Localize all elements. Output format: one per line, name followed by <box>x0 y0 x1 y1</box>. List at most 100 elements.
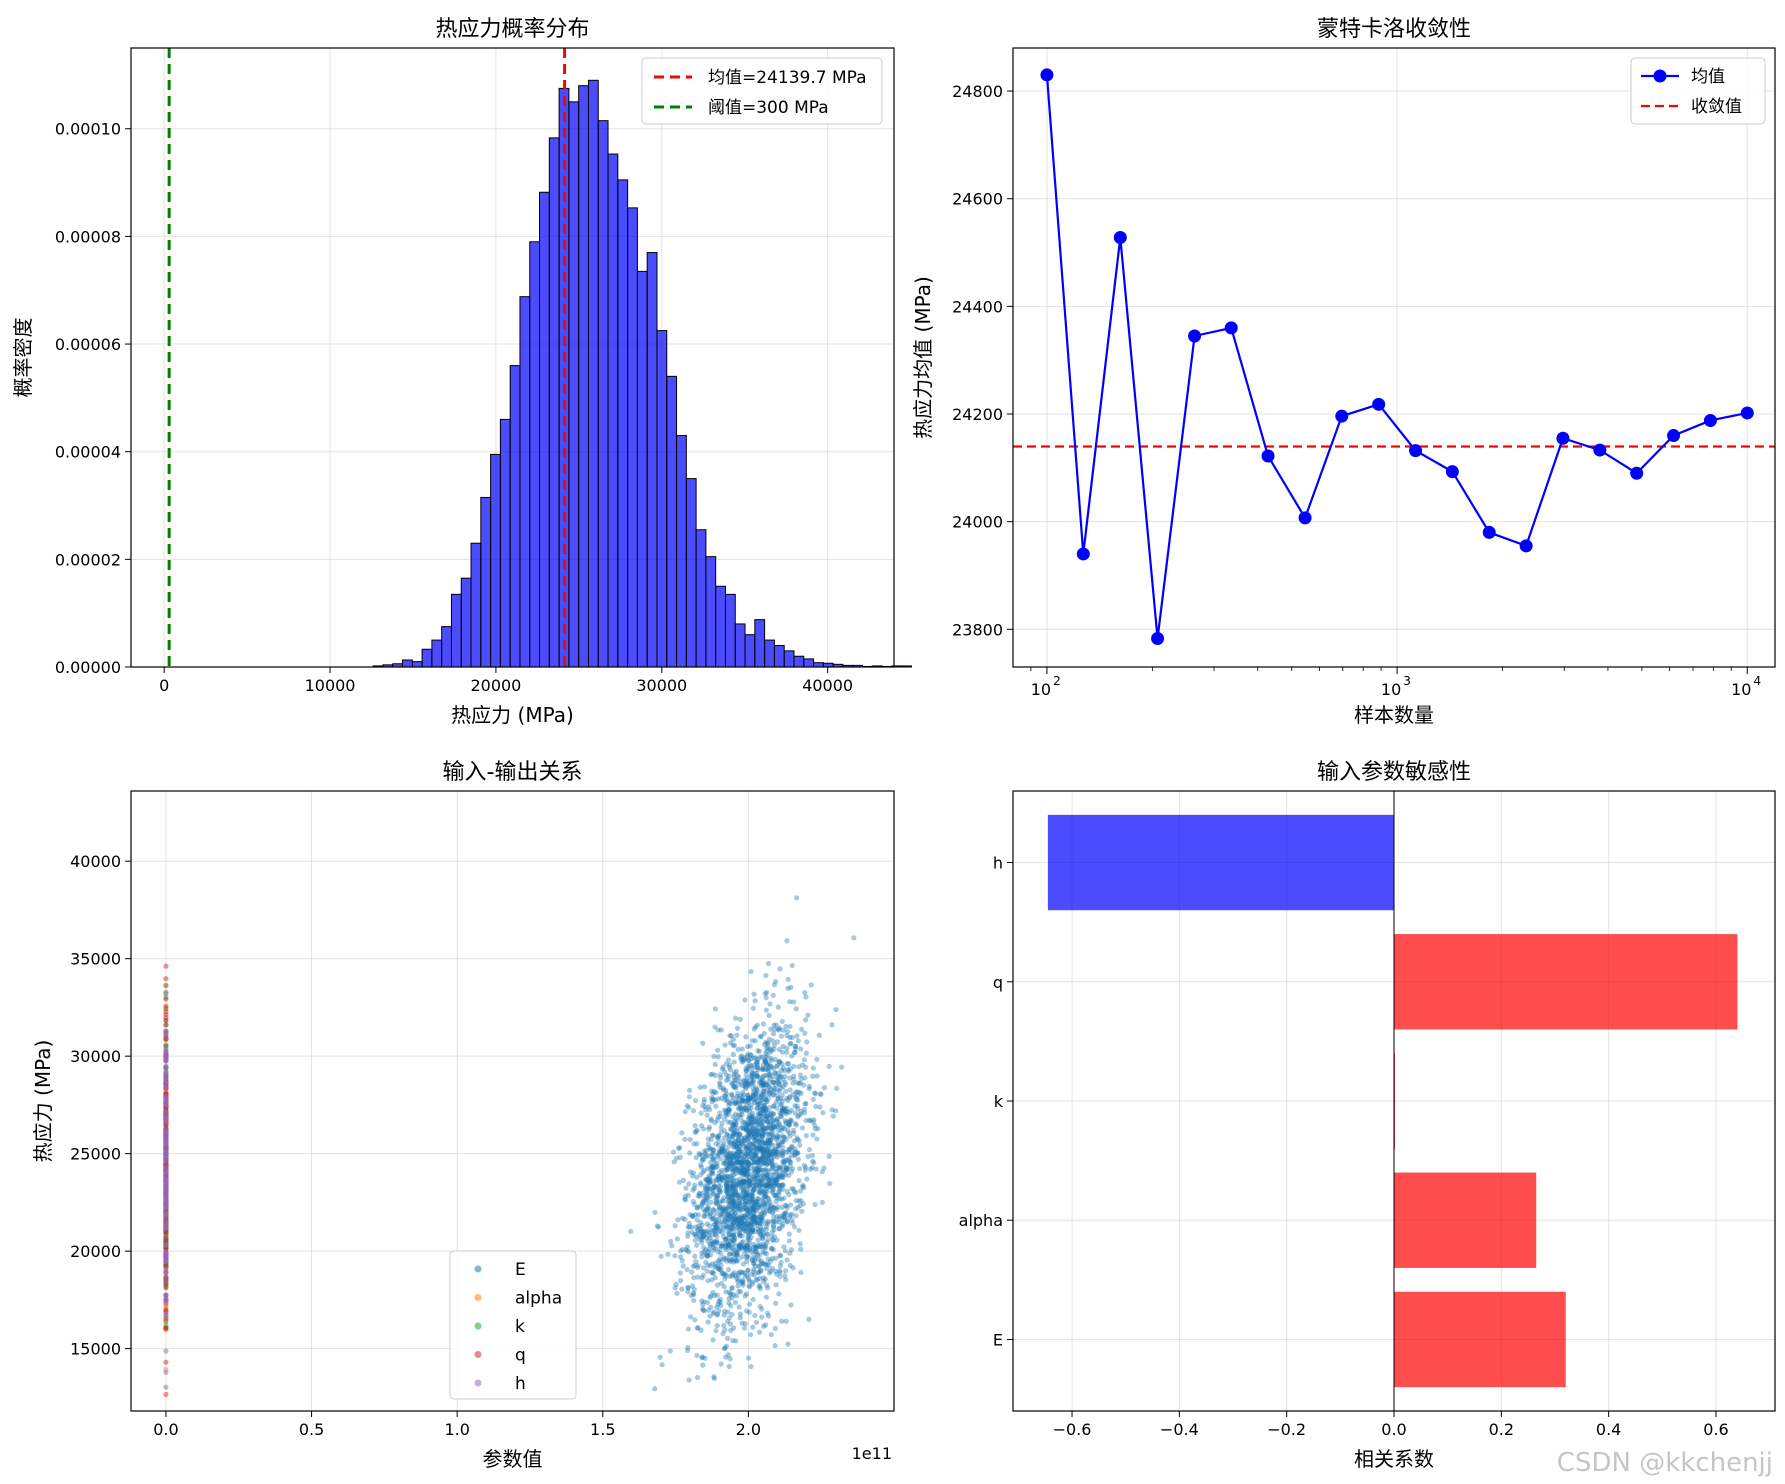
scatter-point-E-605 <box>788 1040 794 1047</box>
scatter-point-E-893 <box>793 895 800 901</box>
scatter-point-E-628 <box>699 1158 706 1164</box>
scatter-point-E-2427 <box>704 1207 710 1213</box>
scatter-point-E-99 <box>753 1167 760 1173</box>
scatter-point-E-1228 <box>747 1108 753 1114</box>
scatter-point-E-1323 <box>745 1218 751 1224</box>
scatter-point-E-1315 <box>725 1163 731 1170</box>
scatter-point-E-157 <box>771 1192 778 1199</box>
scatter-point-E-652 <box>777 1273 783 1280</box>
scatter-point-E-266 <box>764 1118 771 1125</box>
scatter-point-E-722 <box>728 1245 735 1251</box>
scatter-point-E-198 <box>726 1211 732 1217</box>
scatter-point-E-714 <box>777 1110 783 1116</box>
scatter-point-E-89 <box>786 1109 793 1115</box>
scatter-point-E-1077 <box>744 1080 750 1086</box>
scatter-point-E-696 <box>716 1148 723 1154</box>
hist-bar-7 <box>441 626 452 668</box>
scatter-point-E-358 <box>770 1148 776 1154</box>
scatter-point-E-218 <box>704 1176 711 1182</box>
scatter-point-E-997 <box>780 1148 787 1155</box>
scatter-point-E-1300 <box>789 1143 795 1149</box>
scatter-point-E-1261 <box>755 1125 761 1131</box>
scatter-point-E-325 <box>775 1151 781 1158</box>
scatter-point-E-847 <box>725 1163 731 1169</box>
scatter-point-E-555 <box>707 1146 713 1152</box>
scatter-point-E-392 <box>760 1067 766 1073</box>
scatter-point-E-2595 <box>715 1192 721 1199</box>
scatter-point-E-809 <box>733 1242 739 1249</box>
scatter-point-E-328 <box>762 1058 768 1064</box>
scatter-point-E-2022 <box>776 1216 782 1222</box>
scatter-point-E-165 <box>705 1136 711 1142</box>
conv-xtick-exp-1: 3 <box>1403 674 1411 688</box>
scatter-point-E-1042 <box>739 1239 745 1246</box>
scatter-point-E-24 <box>754 1199 760 1205</box>
scatter-point-E-1321 <box>735 1149 741 1155</box>
scatter-point-E-2442 <box>739 1123 746 1130</box>
scatter-point-E-2398 <box>776 1164 783 1170</box>
scatter-point-E-1866 <box>794 1103 800 1109</box>
scatter-xtick-label-3: 1.5 <box>590 1420 615 1439</box>
scatter-point-E-470 <box>753 1135 759 1141</box>
scatter-point-E-1210 <box>749 1117 755 1123</box>
scatter-point-E-2147 <box>780 1065 786 1071</box>
conv-ytick-label-4: 24600 <box>952 190 1003 209</box>
scatter-point-E-981 <box>754 1132 760 1138</box>
scatter-point-E-595 <box>733 1182 740 1188</box>
scatter-point-E-34 <box>720 1270 726 1276</box>
scatter-point-E-288 <box>749 1222 755 1228</box>
scatter-point-E-1036 <box>777 1253 783 1259</box>
scatter-point-E-1513 <box>750 1080 756 1086</box>
scatter-point-E-1370 <box>750 1005 756 1011</box>
scatter-point-E-2016 <box>753 1084 759 1091</box>
conv-xtick-exp-0: 2 <box>1053 674 1061 688</box>
scatter-point-E-110 <box>764 1184 771 1190</box>
scatter-point-E-1078 <box>779 1182 785 1189</box>
scatter-point-E-929 <box>765 1256 771 1262</box>
scatter-point-E-919 <box>750 1093 756 1099</box>
scatter-point-E-98 <box>719 1146 725 1152</box>
scatter-point-E-321 <box>768 1176 774 1182</box>
scatter-point-E-388 <box>695 1227 701 1233</box>
scatter-point-E-399 <box>723 1107 730 1113</box>
conv-point-11 <box>1445 465 1459 479</box>
scatter-point-E-2 <box>751 1169 758 1175</box>
scatter-point-E-100 <box>755 1242 761 1249</box>
scatter-point-E-2459 <box>728 1173 734 1179</box>
scatter-point-E-763 <box>714 1164 720 1170</box>
scatter-point-E-2545 <box>727 1212 733 1218</box>
scatter-point-E-344 <box>758 1258 764 1264</box>
scatter-point-E-2080 <box>695 1325 701 1331</box>
scatter-point-E-589 <box>790 1186 796 1192</box>
scatter-point-E-245 <box>769 1180 775 1187</box>
scatter-point-E-1670 <box>765 1231 771 1237</box>
scatter-point-E-529 <box>795 1204 801 1210</box>
scatter-point-E-2522 <box>746 1196 752 1202</box>
scatter-point-E-37 <box>756 1269 762 1275</box>
scatter-point-E-1167 <box>679 1215 686 1221</box>
scatter-point-E-112 <box>759 1106 765 1112</box>
scatter-point-E-226 <box>726 1204 732 1210</box>
scatter-point-E-146 <box>683 1197 689 1203</box>
scatter-point-E-903 <box>768 1156 775 1162</box>
scatter-point-E-2208 <box>773 1282 779 1288</box>
scatter-point-E-364 <box>764 1113 770 1119</box>
scatter-point-E-849 <box>745 1275 752 1282</box>
conv-point-9 <box>1372 397 1386 411</box>
scatter-point-E-435 <box>734 1293 740 1299</box>
scatter-point-E-362 <box>732 1204 738 1210</box>
scatter-point-E-1607 <box>799 1208 805 1214</box>
scatter-point-E-194 <box>743 1121 749 1127</box>
scatter-point-E-1899 <box>687 1087 693 1093</box>
scatter-point-E-184 <box>743 1200 749 1207</box>
scatter-point-E-676 <box>771 1124 778 1130</box>
conv-ytick-label-0: 23800 <box>952 620 1003 639</box>
scatter-point-E-2150 <box>727 1033 733 1039</box>
scatter-point-E-521 <box>759 1176 766 1182</box>
hist-bar-33 <box>695 529 707 668</box>
conv-point-18 <box>1703 413 1717 427</box>
scatter-point-E-1243 <box>839 1064 845 1070</box>
scatter-point-E-2496 <box>763 1182 769 1188</box>
scatter-point-E-259 <box>797 1188 804 1194</box>
scatter-point-E-673 <box>805 1012 811 1018</box>
